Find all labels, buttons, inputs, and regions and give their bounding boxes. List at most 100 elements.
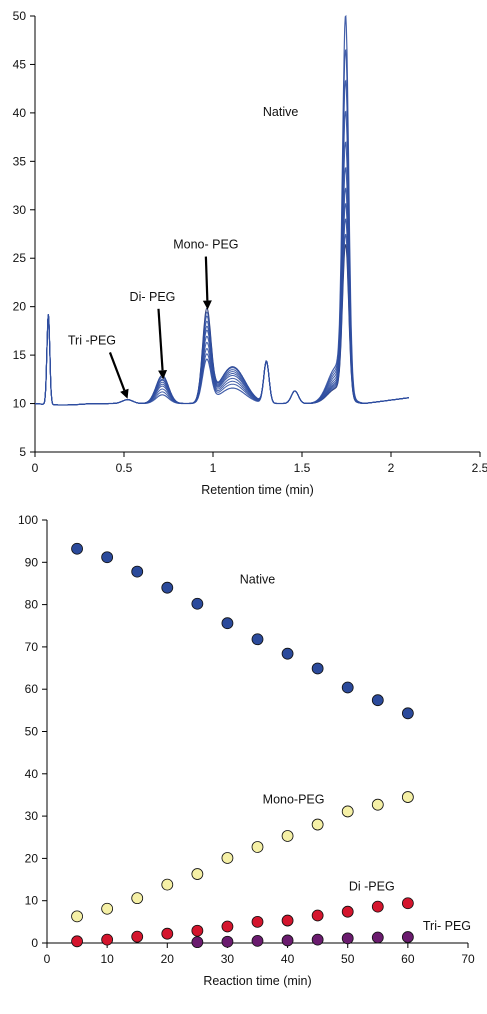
reaction-scatter-chart: 0 10 20 30 40 50 60 70 80 90 100 0 10 20 30 40 50 60 70 Rea… (18, 513, 475, 988)
x-tick-label: 0 (32, 461, 39, 475)
y-tick-label: 5 (19, 445, 26, 459)
peak-annotation-label: Tri -PEG (68, 333, 116, 347)
x-tick-label: 0.5 (116, 461, 133, 475)
data-point (311, 662, 324, 675)
y-tick-label: 10 (13, 397, 27, 411)
data-point (401, 897, 414, 910)
peak-annotation-label: Native (263, 105, 298, 119)
data-point (221, 852, 234, 864)
data-point (281, 830, 294, 842)
x-axis-title: Reaction time (min) (203, 974, 311, 988)
data-point (311, 909, 324, 922)
data-point (131, 892, 144, 905)
data-point (401, 931, 414, 943)
data-point (71, 935, 83, 948)
data-point (221, 617, 234, 630)
x-tick-label: 40 (281, 952, 295, 966)
data-point (251, 915, 264, 928)
x-tick-label: 20 (161, 952, 175, 966)
data-point (341, 932, 354, 945)
data-point (281, 914, 294, 927)
data-point (221, 935, 234, 948)
x-tick-label: 70 (461, 952, 475, 966)
data-point (191, 936, 204, 949)
data-point (71, 542, 83, 555)
chromatogram-trace (35, 48, 409, 406)
y-tick-label: 50 (13, 9, 27, 23)
x-tick-label: 10 (100, 952, 114, 966)
y-tick-label: 30 (13, 203, 27, 217)
data-point (371, 798, 384, 811)
y-tick-label: 100 (18, 513, 38, 527)
data-point (131, 565, 144, 578)
data-point (101, 933, 114, 946)
data-point (311, 933, 324, 946)
y-tick-label: 70 (25, 640, 39, 654)
chromatogram-trace (35, 14, 409, 406)
x-tick-label: 60 (401, 952, 415, 966)
y-tick-label: 90 (25, 555, 39, 569)
x-tick-label: 1.5 (294, 461, 311, 475)
y-tick-label: 40 (13, 106, 27, 120)
peak-annotation-label: Mono- PEG (173, 238, 238, 252)
series-label: Di -PEG (349, 880, 395, 894)
y-tick-label: 20 (13, 300, 27, 314)
y-tick-label: 10 (25, 894, 39, 908)
annotation-arrow-shaft (108, 352, 126, 391)
data-point (311, 818, 324, 831)
data-point (191, 597, 204, 610)
data-point (161, 581, 174, 594)
x-tick-label: 30 (221, 952, 235, 966)
data-point (371, 694, 384, 707)
data-point (251, 633, 264, 646)
y-tick-label: 50 (25, 725, 39, 739)
x-tick-label: 50 (341, 952, 355, 966)
y-tick-label: 30 (25, 809, 39, 823)
data-point (131, 930, 144, 943)
y-tick-label: 35 (13, 154, 27, 168)
annotation-arrow-head (120, 388, 129, 399)
data-point (281, 934, 294, 947)
x-axis-title: Retention time (min) (201, 483, 314, 497)
annotation-arrow-shaft (157, 308, 164, 371)
y-tick-label: 20 (25, 851, 39, 865)
x-tick-label: 0 (44, 952, 51, 966)
data-point (161, 927, 174, 940)
x-tick-label: 2.5 (472, 461, 487, 475)
data-point (341, 905, 354, 918)
data-point (191, 924, 204, 937)
data-point (71, 910, 83, 923)
y-tick-label: 80 (25, 598, 39, 612)
y-tick-label: 60 (25, 682, 39, 696)
y-tick-label: 25 (13, 251, 27, 265)
series-label: Mono-PEG (263, 792, 325, 806)
chromatogram-chart: 5 10 15 20 25 30 35 40 45 50 0 0.5 1 1.5 2 2.5 Retention… (13, 9, 487, 497)
data-point (101, 902, 114, 915)
x-tick-label: 1 (210, 461, 217, 475)
data-point (401, 791, 414, 803)
y-tick-label: 40 (25, 767, 39, 781)
x-tick-label: 2 (388, 461, 395, 475)
data-point (341, 805, 354, 818)
data-point (251, 841, 264, 853)
y-tick-label: 0 (31, 936, 38, 950)
data-point (401, 707, 414, 720)
data-point (281, 647, 294, 660)
data-point (221, 920, 234, 933)
data-point (251, 934, 264, 947)
series-label: Tri- PEG (423, 919, 471, 933)
data-point (161, 878, 174, 891)
annotation-arrow-head (158, 370, 168, 380)
annotation-arrow-head (202, 300, 212, 310)
data-point (371, 900, 384, 913)
peak-annotation-label: Di- PEG (130, 290, 176, 304)
series-label: Native (240, 572, 275, 586)
data-point (191, 868, 204, 880)
y-tick-label: 15 (13, 348, 27, 362)
data-point (341, 681, 354, 694)
data-point (101, 551, 114, 564)
y-tick-label: 45 (13, 57, 27, 71)
data-point (371, 931, 384, 944)
annotation-arrow-shaft (204, 256, 209, 301)
